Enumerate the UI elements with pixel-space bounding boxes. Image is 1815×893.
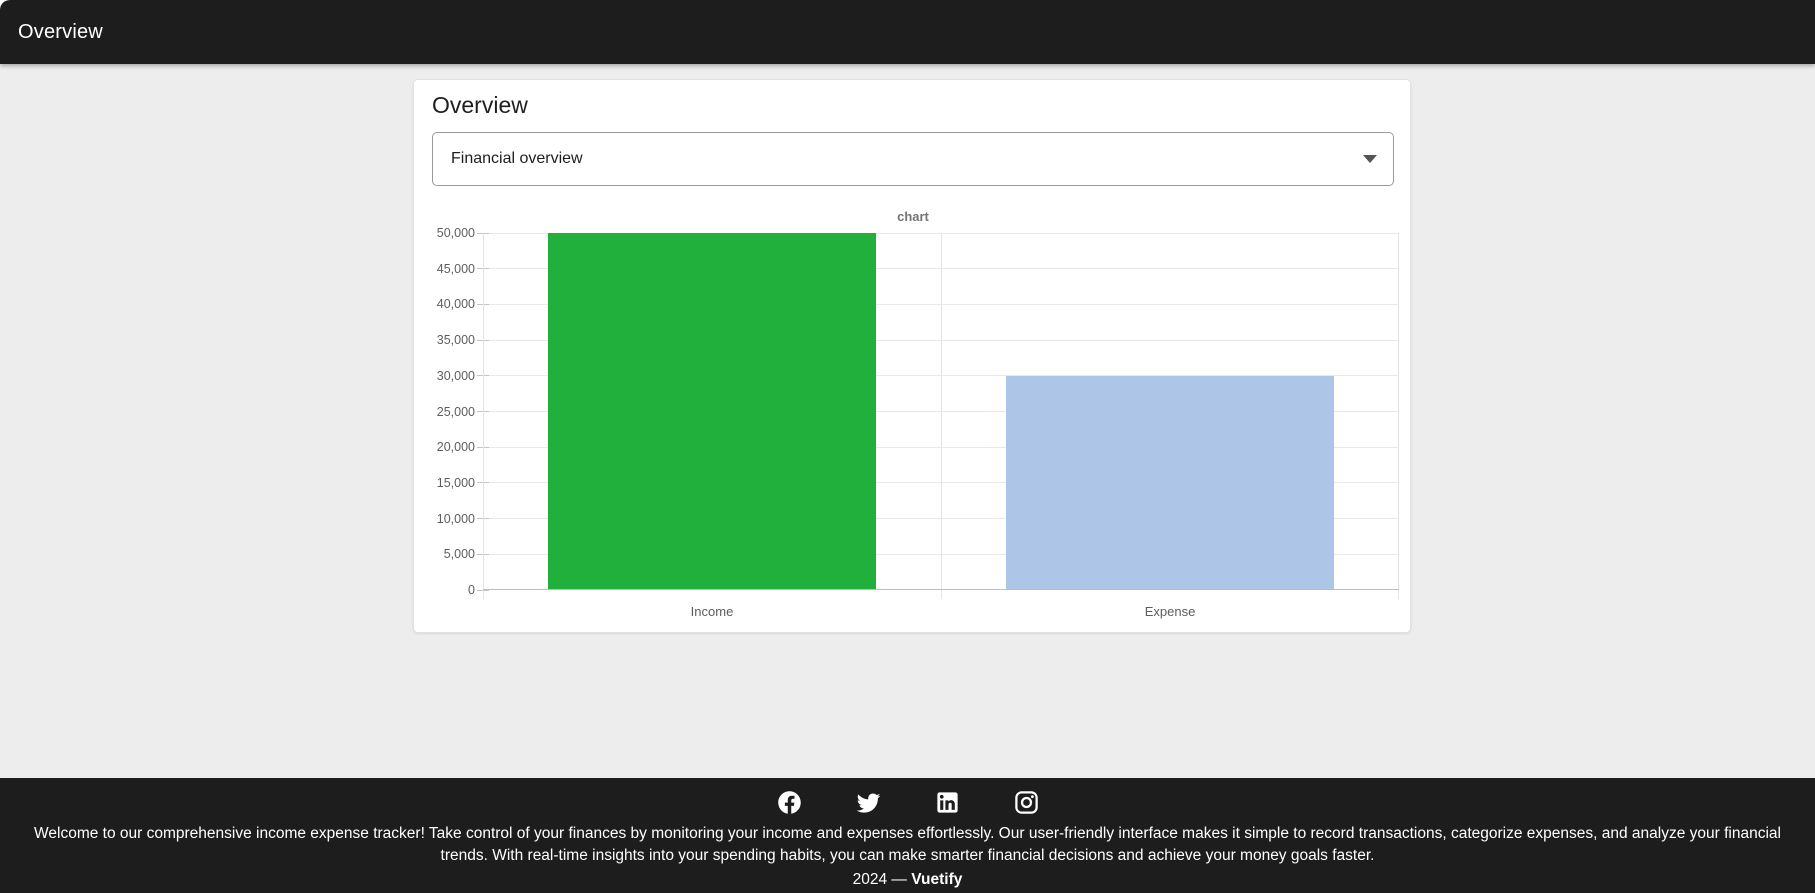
x-axis-baseline (483, 589, 1399, 590)
social-icons-row (0, 778, 1815, 816)
select-value: Financial overview (451, 150, 583, 167)
x-axis-label: Expense (1144, 604, 1196, 619)
footer-copyright: 2024 — Vuetify (0, 871, 1815, 889)
facebook-icon[interactable] (776, 789, 803, 816)
y-axis-label: 40,000 (436, 297, 475, 312)
card-title: Overview (432, 92, 528, 118)
main-content: Overview Financial overview chart 0 5,000… (0, 64, 1815, 778)
y-axis-label: 35,000 (436, 333, 475, 348)
footer: Welcome to our comprehensive income expe… (0, 778, 1815, 893)
copyright-year: 2024 — (852, 871, 912, 888)
brand-name: Vuetify (911, 871, 963, 888)
gridline-vertical (941, 233, 942, 599)
bar-income[interactable] (548, 233, 876, 589)
gridline-vertical (483, 233, 484, 599)
app-bar: Overview (0, 0, 1815, 64)
x-axis-label: Income (690, 604, 734, 619)
overview-card: Overview Financial overview chart 0 5,000… (413, 79, 1411, 633)
y-axis-label: 0 (468, 583, 475, 597)
twitter-icon[interactable] (855, 789, 882, 816)
y-axis-label: 45,000 (436, 261, 475, 276)
instagram-icon[interactable] (1013, 789, 1040, 816)
chart-title: chart (897, 209, 929, 224)
gridline-vertical (1398, 233, 1399, 599)
y-axis-label: 15,000 (436, 475, 475, 490)
chevron-down-icon (1363, 155, 1377, 163)
y-axis-label: 5,000 (443, 547, 475, 562)
y-axis-label: 20,000 (436, 440, 475, 455)
bar-expense[interactable] (1006, 375, 1334, 589)
y-axis-label: 10,000 (436, 511, 475, 526)
linkedin-icon[interactable] (934, 789, 961, 816)
chart-type-select[interactable]: Financial overview (432, 132, 1394, 186)
app-bar-title: Overview (18, 20, 103, 43)
y-axis-label: 30,000 (436, 368, 475, 383)
chart: chart 0 5,000 10,000 15,000 20,000 25,000 30,0… (432, 203, 1399, 623)
footer-description: Welcome to our comprehensive income expe… (34, 825, 1781, 864)
y-axis-label: 25,000 (436, 404, 475, 419)
chart-plot-area: 0 5,000 10,000 15,000 20,000 25,000 30,000 35,0… (437, 226, 1399, 619)
y-axis-label: 50,000 (436, 226, 475, 240)
